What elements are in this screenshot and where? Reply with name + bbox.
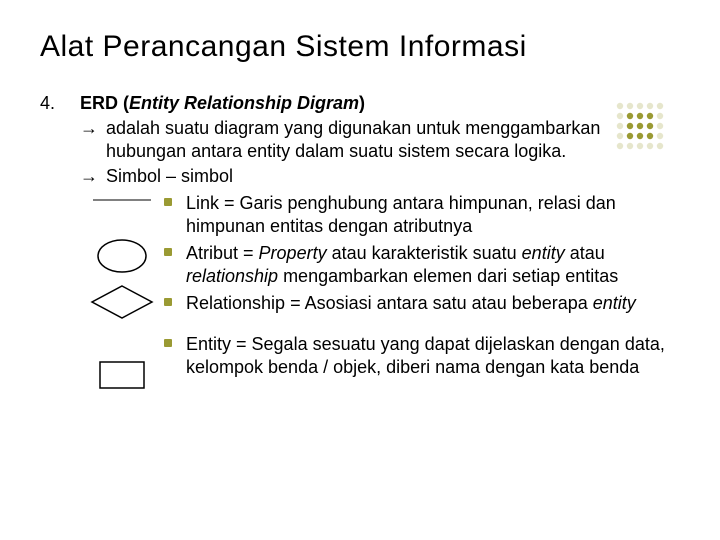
shape-line bbox=[80, 194, 164, 238]
bullet-entity: Entity = Segala sesuatu yang dapat dijel… bbox=[164, 333, 680, 379]
line-icon bbox=[93, 194, 151, 214]
item-number: 4. bbox=[40, 92, 80, 390]
logo-dots bbox=[614, 100, 670, 161]
definition-row: → adalah suatu diagram yang digunakan un… bbox=[80, 117, 680, 163]
logo-svg bbox=[614, 100, 670, 156]
shape-diamond bbox=[80, 284, 164, 330]
page-title: Alat Perancangan Sistem Informasi bbox=[40, 30, 680, 64]
content-body: ERD (Entity Relationship Digram) → adala… bbox=[80, 92, 680, 390]
subtitle-term: Entity Relationship Digram bbox=[129, 93, 359, 113]
bullet-link: Link = Garis penghubung antara himpunan,… bbox=[164, 192, 680, 238]
bullets-column: Link = Garis penghubung antara himpunan,… bbox=[164, 192, 680, 390]
bullet-link-text: Link = Garis penghubung antara himpunan,… bbox=[186, 192, 680, 238]
subtitle-close: ) bbox=[359, 93, 365, 113]
atribut-it1: Property bbox=[259, 243, 327, 263]
slide: Alat Perancangan Sistem Informasi 4. ERD… bbox=[0, 0, 720, 540]
atribut-it2: entity bbox=[522, 243, 565, 263]
bullet-atribut: Atribut = Property atau karakteristik su… bbox=[164, 242, 680, 288]
subtitle: ERD (Entity Relationship Digram) bbox=[80, 92, 680, 115]
definition-text: adalah suatu diagram yang digunakan untu… bbox=[106, 117, 680, 163]
symbols-label: Simbol – simbol bbox=[106, 165, 680, 188]
relationship-it: entity bbox=[593, 293, 636, 313]
shape-ellipse bbox=[80, 238, 164, 284]
bullet-relationship: Relationship = Asosiasi antara satu atau… bbox=[164, 292, 680, 315]
rect-icon bbox=[98, 360, 146, 390]
bullet-icon bbox=[164, 242, 186, 288]
bullet-icon bbox=[164, 333, 186, 379]
subtitle-open: ERD ( bbox=[80, 93, 129, 113]
atribut-pre: Atribut = bbox=[186, 243, 259, 263]
bullet-icon bbox=[164, 192, 186, 238]
arrow-icon: → bbox=[80, 165, 106, 188]
bullet-relationship-text: Relationship = Asosiasi antara satu atau… bbox=[186, 292, 680, 315]
atribut-post: mengambarkan elemen dari setiap entitas bbox=[278, 266, 618, 286]
bullet-atribut-text: Atribut = Property atau karakteristik su… bbox=[186, 242, 680, 288]
diamond-icon bbox=[90, 284, 154, 320]
shape-rect bbox=[80, 330, 164, 390]
atribut-it3: relationship bbox=[186, 266, 278, 286]
relationship-pre: Relationship = Asosiasi antara satu atau… bbox=[186, 293, 593, 313]
ellipse-icon bbox=[95, 238, 149, 276]
shapes-column bbox=[80, 192, 164, 390]
symbol-block: Link = Garis penghubung antara himpunan,… bbox=[80, 192, 680, 390]
arrow-icon: → bbox=[80, 117, 106, 163]
bullet-entity-text: Entity = Segala sesuatu yang dapat dijel… bbox=[186, 333, 680, 379]
content: 4. ERD (Entity Relationship Digram) → ad… bbox=[40, 92, 680, 390]
symbols-row: → Simbol – simbol bbox=[80, 165, 680, 188]
atribut-mid: atau karakteristik suatu bbox=[327, 243, 522, 263]
bullet-icon bbox=[164, 292, 186, 315]
atribut-mid2: atau bbox=[565, 243, 605, 263]
